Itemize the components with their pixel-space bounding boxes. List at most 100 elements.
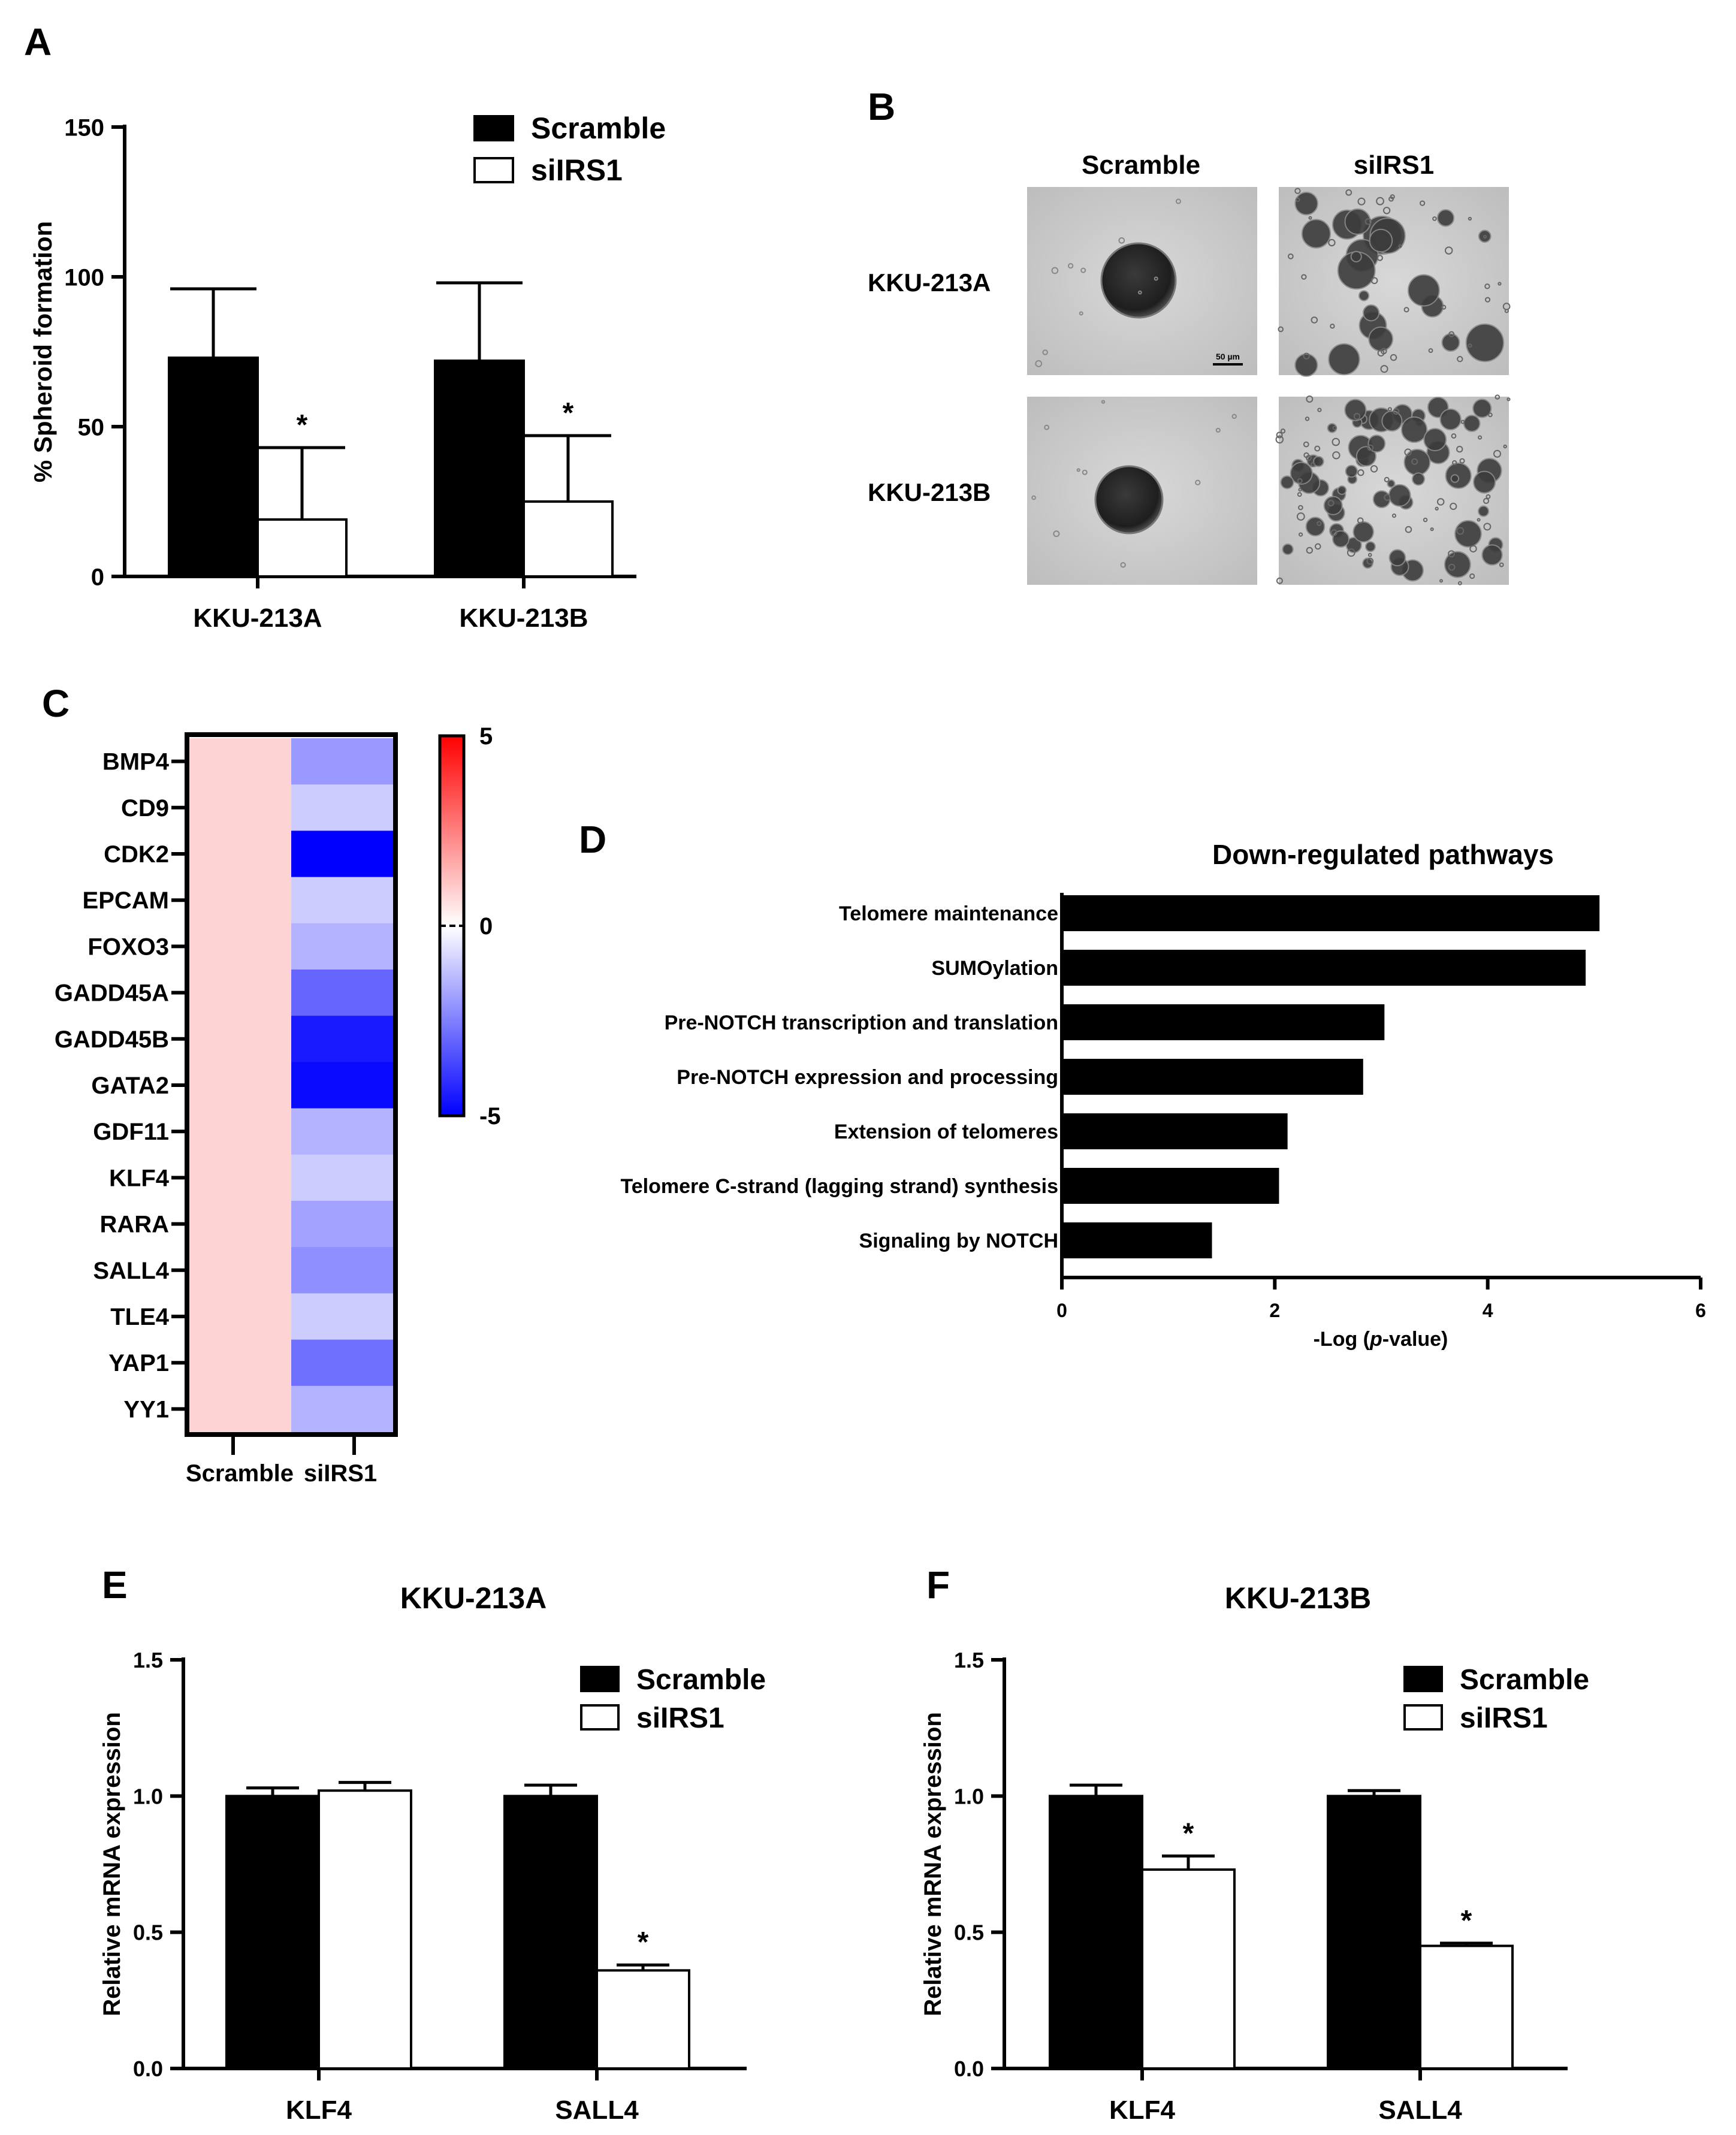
small-spheroid <box>1294 191 1318 216</box>
row-label-gata2: GATA2 <box>91 1073 169 1099</box>
row-label-gadd45b: GADD45B <box>55 1026 169 1053</box>
debris <box>1082 469 1088 475</box>
single-cell <box>1420 200 1426 206</box>
single-cell <box>1357 469 1364 476</box>
single-cell <box>1483 523 1492 531</box>
legend-label-scramble: Scramble <box>1460 1664 1589 1696</box>
small-spheroid <box>1323 496 1343 515</box>
single-cell <box>1387 407 1392 412</box>
single-cell <box>1315 543 1321 550</box>
x-tick-label-sall4: SALL4 <box>1378 2095 1462 2125</box>
single-cell <box>1298 505 1303 511</box>
single-cell <box>1357 517 1364 524</box>
small-spheroid <box>1423 428 1447 452</box>
single-cell <box>1469 545 1477 553</box>
single-cell <box>1294 188 1301 194</box>
single-cell <box>1391 514 1397 518</box>
small-spheroid <box>1280 475 1294 490</box>
debris <box>1137 290 1142 295</box>
significance-star: * <box>563 397 574 429</box>
single-cell <box>1296 197 1300 203</box>
single-cell <box>1276 431 1283 439</box>
single-cell <box>1303 441 1309 448</box>
heatmap-cell-klf4-scramble <box>187 1154 291 1201</box>
category-label-signaling-by-notch: Signaling by NOTCH <box>859 1230 1058 1252</box>
single-cell <box>1468 216 1472 221</box>
small-spheroid <box>1362 304 1380 322</box>
small-spheroid <box>1473 470 1496 494</box>
heatmap-cell-epcam-siirs1 <box>291 877 395 924</box>
category-label-sumoylation: SUMOylation <box>931 957 1058 980</box>
single-cell <box>1370 277 1378 285</box>
small-spheroid <box>1408 274 1440 307</box>
spheroid <box>1100 242 1177 319</box>
x-tick-label-sall4: SALL4 <box>555 2095 639 2125</box>
single-cell <box>1327 500 1335 507</box>
single-cell <box>1452 460 1457 466</box>
row-label-rara: RARA <box>99 1212 169 1238</box>
small-spheroid <box>1454 520 1482 548</box>
single-cell <box>1478 435 1483 440</box>
heatmap-cell-gadd45b-scramble <box>187 1016 291 1062</box>
micrograph-kku-213b-scramble <box>1027 397 1257 585</box>
small-spheroid <box>1400 416 1428 443</box>
bar-siirs1-sall4 <box>1419 1944 1514 2070</box>
debris <box>1031 495 1036 500</box>
debris <box>1035 360 1043 367</box>
single-cell <box>1280 428 1286 434</box>
single-cell <box>1435 506 1439 511</box>
heatmap-cell-gata2-scramble <box>187 1062 291 1109</box>
single-cell <box>1468 343 1472 348</box>
bar-siirs1-kku-213a <box>256 518 348 578</box>
single-cell <box>1483 234 1487 239</box>
colorbar-tick-label: -5 <box>479 1103 501 1130</box>
row-label-yap1: YAP1 <box>108 1350 169 1376</box>
small-spheroid <box>1367 434 1386 453</box>
x-tick-label-kku-213b: KKU-213B <box>459 603 588 633</box>
bar-sumoylation <box>1062 950 1586 986</box>
chart-f-kku213b-mrna: 0.0 0.5 1.0 1.5 Relative mRNA expression KKU-… <box>920 1581 1589 2125</box>
y-axis-label: Relative mRNA expression <box>99 1712 125 2016</box>
bar-siirs1-sall4 <box>596 1969 690 2070</box>
single-cell <box>1332 437 1341 446</box>
significance-star: * <box>1461 1905 1472 1937</box>
single-cell <box>1367 444 1374 451</box>
single-cell <box>1428 348 1433 353</box>
y-axis-label: % Spheroid formation <box>29 221 57 482</box>
single-cell <box>1498 282 1502 286</box>
single-cell <box>1484 283 1490 289</box>
y-tick-label: 50 <box>78 414 105 440</box>
single-cell <box>1457 356 1463 363</box>
small-spheroid <box>1388 484 1411 507</box>
single-cell <box>1457 581 1462 585</box>
x-tick-label: 4 <box>1483 1300 1493 1321</box>
small-spheroid <box>1328 343 1360 376</box>
bar-scramble-sall4 <box>503 1795 598 2070</box>
single-cell <box>1314 445 1321 452</box>
small-spheroid <box>1436 209 1455 227</box>
single-cell <box>1278 326 1284 333</box>
single-cell <box>1403 307 1409 313</box>
heatmap-cell-cdk2-siirs1 <box>291 831 395 878</box>
category-label-pre-notch-transcription-and-translation: Pre-NOTCH transcription and translation <box>665 1011 1058 1034</box>
single-cell <box>1330 529 1338 536</box>
small-spheroid <box>1369 228 1393 253</box>
row-label-gadd45a: GADD45A <box>55 980 169 1007</box>
legend-label-scramble: Scramble <box>531 111 666 145</box>
single-cell <box>1297 478 1303 484</box>
col-label-scramble: Scramble <box>1082 150 1200 180</box>
single-cell <box>1384 494 1391 501</box>
single-cell <box>1296 512 1305 521</box>
legend-swatch-siirs1 <box>580 1704 620 1731</box>
panel-letter-a: A <box>24 20 52 64</box>
single-cell <box>1311 462 1316 467</box>
category-label-telomere-maintenance: Telomere maintenance <box>839 902 1058 925</box>
single-cell <box>1376 255 1383 261</box>
single-cell <box>1308 216 1312 220</box>
legend-swatch-scramble <box>473 115 514 141</box>
debris <box>1101 400 1106 404</box>
single-cell <box>1503 444 1507 449</box>
panel-b-micrographs: Scramble siIRS1 KKU-213A KKU-213B 50 µm <box>868 150 1511 585</box>
single-cell <box>1436 498 1445 506</box>
single-cell <box>1390 354 1397 361</box>
